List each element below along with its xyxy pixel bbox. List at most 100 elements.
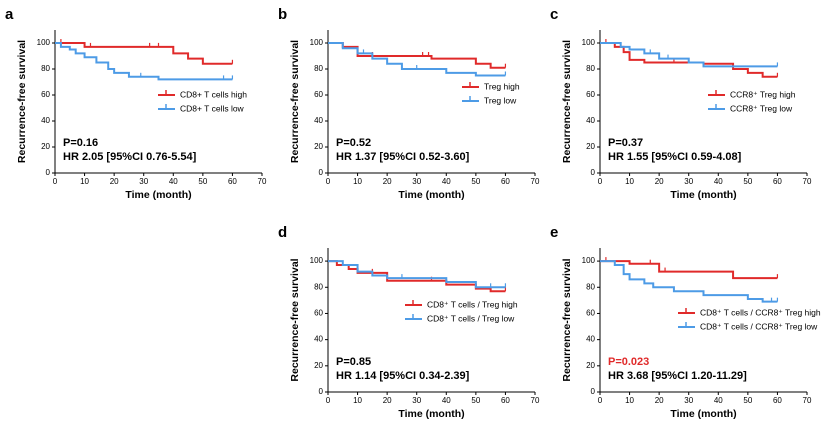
y-axis-label: Recurrence-free survival xyxy=(289,258,301,381)
y-tick-label: 60 xyxy=(586,309,595,318)
x-axis-label: Time (month) xyxy=(670,189,736,201)
y-tick-label: 0 xyxy=(591,168,596,177)
x-axis-label: Time (month) xyxy=(670,408,736,420)
x-tick-label: 40 xyxy=(442,396,451,405)
y-tick-label: 80 xyxy=(586,282,595,291)
y-tick-label: 100 xyxy=(582,256,596,265)
x-tick-label: 40 xyxy=(714,396,723,405)
x-tick-label: 50 xyxy=(471,396,480,405)
legend-label: CD8⁺ T cells / CCR8⁺ Treg low xyxy=(700,321,818,331)
x-tick-label: 30 xyxy=(139,177,148,186)
y-tick-label: 100 xyxy=(582,38,596,47)
x-axis-label: Time (month) xyxy=(125,189,191,201)
survival-curve xyxy=(55,42,233,65)
y-tick-label: 20 xyxy=(41,142,50,151)
y-tick-label: 0 xyxy=(319,168,324,177)
y-axis-label: Recurrence-free survival xyxy=(289,40,301,163)
legend-label: CD8+ T cells low xyxy=(180,103,245,113)
x-tick-label: 70 xyxy=(258,177,267,186)
x-tick-label: 10 xyxy=(353,396,362,405)
y-tick-label: 100 xyxy=(310,256,324,265)
survival-curve xyxy=(328,260,506,289)
x-tick-label: 30 xyxy=(684,177,693,186)
x-tick-label: 50 xyxy=(743,177,752,186)
y-tick-label: 40 xyxy=(314,116,323,125)
x-tick-label: 10 xyxy=(80,177,89,186)
x-tick-label: 20 xyxy=(110,177,119,186)
survival-curve xyxy=(600,260,778,303)
y-axis-label: Recurrence-free survival xyxy=(561,40,573,163)
x-tick-label: 70 xyxy=(531,396,540,405)
x-tick-label: 60 xyxy=(501,177,510,186)
legend-label: CD8⁺ T cells / Treg low xyxy=(427,313,515,323)
y-tick-label: 0 xyxy=(591,387,596,396)
x-tick-label: 20 xyxy=(655,396,664,405)
y-tick-label: 60 xyxy=(314,309,323,318)
x-tick-label: 30 xyxy=(412,177,421,186)
y-tick-label: 20 xyxy=(586,142,595,151)
x-tick-label: 50 xyxy=(743,396,752,405)
x-tick-label: 60 xyxy=(501,396,510,405)
annotation: P=0.85 xyxy=(336,356,371,368)
y-tick-label: 0 xyxy=(319,387,324,396)
x-tick-label: 20 xyxy=(655,177,664,186)
legend-label: Treg high xyxy=(484,81,520,91)
annotation: HR 3.68 [95%CI 1.20-11.29] xyxy=(608,370,747,382)
survival-curve xyxy=(328,42,506,77)
panel-label: b xyxy=(278,6,287,23)
y-tick-label: 80 xyxy=(314,64,323,73)
y-tick-label: 60 xyxy=(586,90,595,99)
x-tick-label: 70 xyxy=(803,396,812,405)
x-tick-label: 0 xyxy=(326,177,331,186)
y-tick-label: 20 xyxy=(314,361,323,370)
survival-curve xyxy=(55,42,233,81)
annotation: HR 1.37 [95%CI 0.52-3.60] xyxy=(336,151,470,163)
x-axis-label: Time (month) xyxy=(398,189,464,201)
legend-label: CD8⁺ T cells / CCR8⁺ Treg high xyxy=(700,307,821,317)
x-tick-label: 70 xyxy=(531,177,540,186)
y-tick-label: 20 xyxy=(586,361,595,370)
y-tick-label: 80 xyxy=(41,64,50,73)
survival-curve xyxy=(600,260,778,280)
x-tick-label: 70 xyxy=(803,177,812,186)
y-tick-label: 40 xyxy=(586,116,595,125)
annotation: HR 1.14 [95%CI 0.34-2.39] xyxy=(336,370,470,382)
legend-label: CCR8⁺ Treg low xyxy=(730,103,793,113)
panel-label: c xyxy=(550,6,558,23)
annotation: P=0.37 xyxy=(608,137,643,149)
x-tick-label: 20 xyxy=(383,177,392,186)
x-tick-label: 50 xyxy=(471,177,480,186)
y-axis-label: Recurrence-free survival xyxy=(16,40,28,163)
annotation: P=0.52 xyxy=(336,137,371,149)
x-tick-label: 30 xyxy=(412,396,421,405)
legend-label: CCR8⁺ Treg high xyxy=(730,89,796,99)
legend-label: CD8+ T cells high xyxy=(180,89,247,99)
legend-label: Treg low xyxy=(484,95,517,105)
annotation: P=0.16 xyxy=(63,137,98,149)
legend-label: CD8⁺ T cells / Treg high xyxy=(427,299,518,309)
x-tick-label: 0 xyxy=(598,396,603,405)
y-tick-label: 40 xyxy=(314,335,323,344)
y-tick-label: 100 xyxy=(37,38,51,47)
y-tick-label: 40 xyxy=(586,335,595,344)
panel-label: e xyxy=(550,224,558,241)
x-tick-label: 60 xyxy=(773,177,782,186)
x-tick-label: 50 xyxy=(198,177,207,186)
x-tick-label: 40 xyxy=(169,177,178,186)
x-tick-label: 20 xyxy=(383,396,392,405)
y-tick-label: 80 xyxy=(314,282,323,291)
x-tick-label: 0 xyxy=(53,177,58,186)
x-tick-label: 60 xyxy=(773,396,782,405)
x-axis-label: Time (month) xyxy=(398,408,464,420)
x-tick-label: 40 xyxy=(442,177,451,186)
survival-curve xyxy=(600,42,778,68)
y-tick-label: 100 xyxy=(310,38,324,47)
annotation: HR 2.05 [95%CI 0.76-5.54] xyxy=(63,151,197,163)
y-tick-label: 40 xyxy=(41,116,50,125)
panel-label: d xyxy=(278,224,287,241)
y-tick-label: 60 xyxy=(314,90,323,99)
annotation: HR 1.55 [95%CI 0.59-4.08] xyxy=(608,151,742,163)
panel-label: a xyxy=(5,6,14,23)
y-tick-label: 20 xyxy=(314,142,323,151)
